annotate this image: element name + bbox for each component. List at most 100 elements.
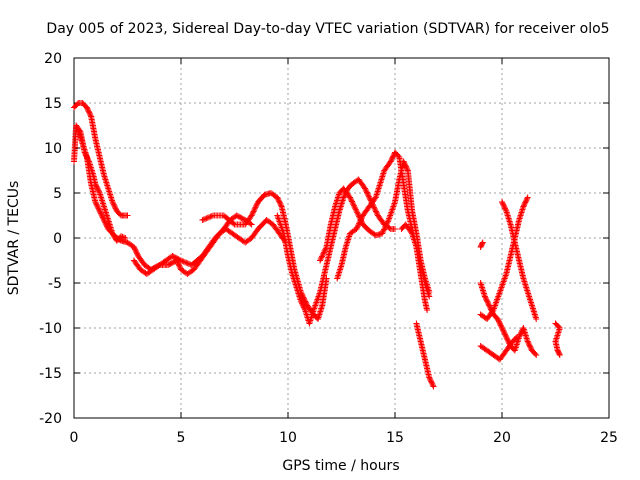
data-point	[300, 303, 307, 310]
y-tick-label: -20	[39, 411, 62, 427]
data-point	[94, 204, 101, 211]
data-point	[426, 375, 433, 382]
x-tick-label: 10	[279, 430, 297, 446]
data-point	[383, 221, 390, 228]
data-point	[524, 338, 531, 345]
data-point	[202, 215, 209, 222]
data-point	[174, 260, 181, 267]
data-point	[111, 204, 118, 211]
data-point	[318, 254, 325, 261]
data-point	[479, 239, 486, 246]
data-point	[277, 200, 284, 207]
data-point	[100, 215, 107, 222]
y-tick-label: -15	[39, 366, 62, 382]
data-point	[101, 218, 108, 225]
data-point	[382, 223, 389, 230]
data-point	[133, 249, 140, 256]
data-point	[384, 218, 391, 225]
data-point	[524, 194, 531, 201]
data-point	[497, 322, 504, 329]
data-point	[102, 220, 109, 227]
data-point	[110, 201, 117, 208]
data-point	[301, 297, 308, 304]
data-point	[373, 209, 380, 216]
data-point	[496, 319, 503, 326]
data-point	[512, 335, 519, 342]
data-point	[516, 332, 523, 339]
data-point	[317, 256, 324, 263]
data-point	[93, 201, 100, 208]
data-point	[348, 197, 355, 204]
data-point	[132, 246, 139, 253]
data-point	[110, 200, 117, 207]
data-point	[252, 204, 259, 211]
data-point	[297, 298, 304, 304]
data-point	[379, 229, 386, 236]
data-point	[96, 208, 103, 214]
data-point	[320, 249, 327, 256]
data-point	[384, 219, 391, 226]
data-point	[354, 224, 361, 231]
data-point	[301, 295, 308, 302]
series-track-2	[71, 100, 131, 219]
data-point	[408, 229, 415, 236]
data-point	[352, 205, 359, 212]
data-point	[275, 197, 282, 204]
data-point	[351, 203, 358, 210]
data-point	[556, 352, 563, 358]
data-point	[381, 225, 388, 232]
data-point	[521, 200, 528, 207]
data-point	[298, 299, 305, 306]
series-track-12	[477, 239, 486, 250]
data-point	[499, 325, 505, 331]
data-point	[200, 216, 207, 223]
data-point	[182, 259, 189, 266]
data-point	[92, 199, 99, 205]
data-point	[248, 221, 255, 228]
data-point	[556, 350, 563, 357]
data-point	[517, 330, 524, 337]
data-point	[97, 209, 104, 216]
data-point	[500, 327, 507, 334]
data-point	[85, 108, 92, 115]
data-point	[348, 198, 355, 205]
y-tick-label: 10	[44, 141, 62, 157]
data-point	[300, 294, 307, 301]
data-point	[179, 258, 186, 265]
data-point	[525, 339, 532, 346]
data-point	[430, 383, 437, 390]
data-point	[484, 298, 491, 305]
series-track-15	[477, 334, 520, 363]
data-point	[352, 206, 359, 213]
data-point	[427, 377, 434, 384]
data-point	[250, 208, 257, 215]
data-point	[362, 185, 369, 192]
data-point	[522, 199, 529, 206]
data-point	[363, 188, 370, 195]
data-point	[84, 105, 91, 112]
data-point	[503, 335, 510, 342]
data-point	[98, 211, 105, 218]
data-point	[357, 217, 364, 224]
y-tick-label: 5	[53, 186, 62, 202]
data-point	[99, 214, 106, 221]
data-point	[319, 253, 326, 260]
y-tick-label: 20	[44, 51, 62, 67]
data-point	[483, 297, 490, 304]
data-point	[404, 166, 411, 173]
data-point	[176, 263, 183, 270]
data-point	[104, 223, 111, 230]
x-tick-label: 15	[386, 430, 404, 446]
data-point	[428, 379, 435, 386]
data-point	[429, 382, 436, 389]
data-point	[482, 294, 489, 301]
data-point	[523, 197, 530, 204]
data-point	[204, 214, 211, 221]
data-point	[498, 323, 505, 330]
data-point	[426, 293, 433, 300]
data-point	[350, 202, 357, 209]
data-point	[403, 163, 410, 170]
data-point	[502, 205, 509, 212]
data-point	[199, 217, 206, 223]
